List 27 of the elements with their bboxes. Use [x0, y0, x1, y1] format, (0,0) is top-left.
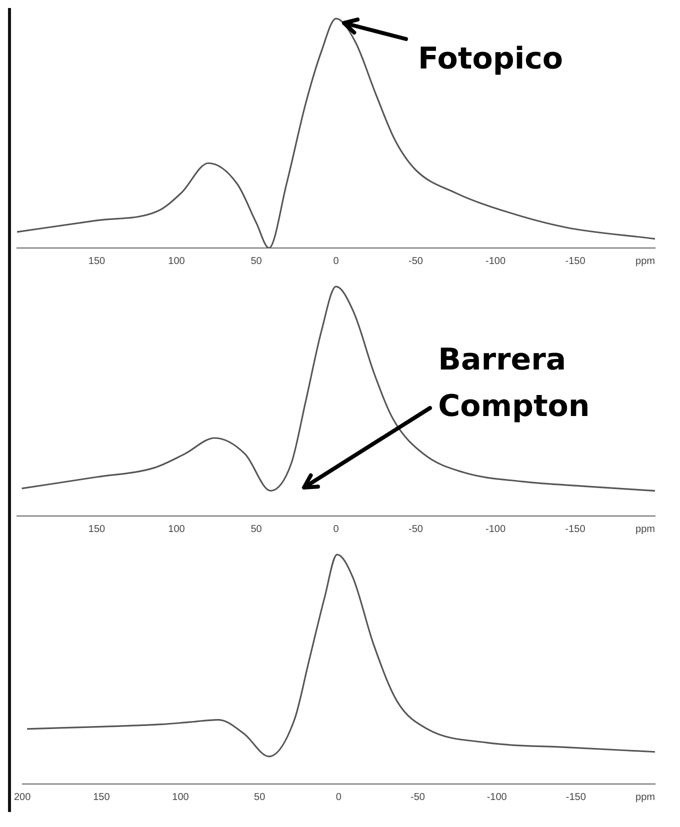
- x-tick-label: 150: [88, 524, 106, 535]
- x-axis-title: ppm: [636, 792, 655, 803]
- x-tick-label: -150: [566, 792, 586, 803]
- x-tick-label: 0: [336, 792, 342, 803]
- x-tick-label: -150: [565, 524, 586, 535]
- x-tick-label: -50: [408, 524, 424, 535]
- x-tick-label: -150: [565, 256, 586, 267]
- annotation: Barrera Compton: [438, 342, 590, 424]
- x-tick-label: -50: [408, 256, 424, 267]
- x-tick-label: 100: [168, 256, 186, 267]
- x-tick-label: -100: [485, 524, 506, 535]
- x-axis-title: ppm: [636, 256, 655, 267]
- x-tick-label: -100: [486, 792, 508, 803]
- x-tick-label: 150: [88, 256, 106, 267]
- x-tick-label: 200: [14, 792, 32, 803]
- x-tick-label: 50: [250, 524, 262, 535]
- x-tick-label: 0: [333, 524, 340, 535]
- x-tick-label: 100: [172, 792, 190, 803]
- x-tick-label: 50: [254, 792, 266, 803]
- x-tick-label: 50: [250, 256, 262, 267]
- x-tick-label: 0: [333, 256, 340, 267]
- x-tick-label: 150: [93, 792, 110, 803]
- x-tick-label: 100: [168, 524, 186, 535]
- x-tick-label: -100: [485, 256, 506, 267]
- x-tick-label: -50: [410, 792, 426, 803]
- x-axis-title: ppm: [636, 524, 655, 535]
- annotation: Fotopico: [418, 41, 563, 76]
